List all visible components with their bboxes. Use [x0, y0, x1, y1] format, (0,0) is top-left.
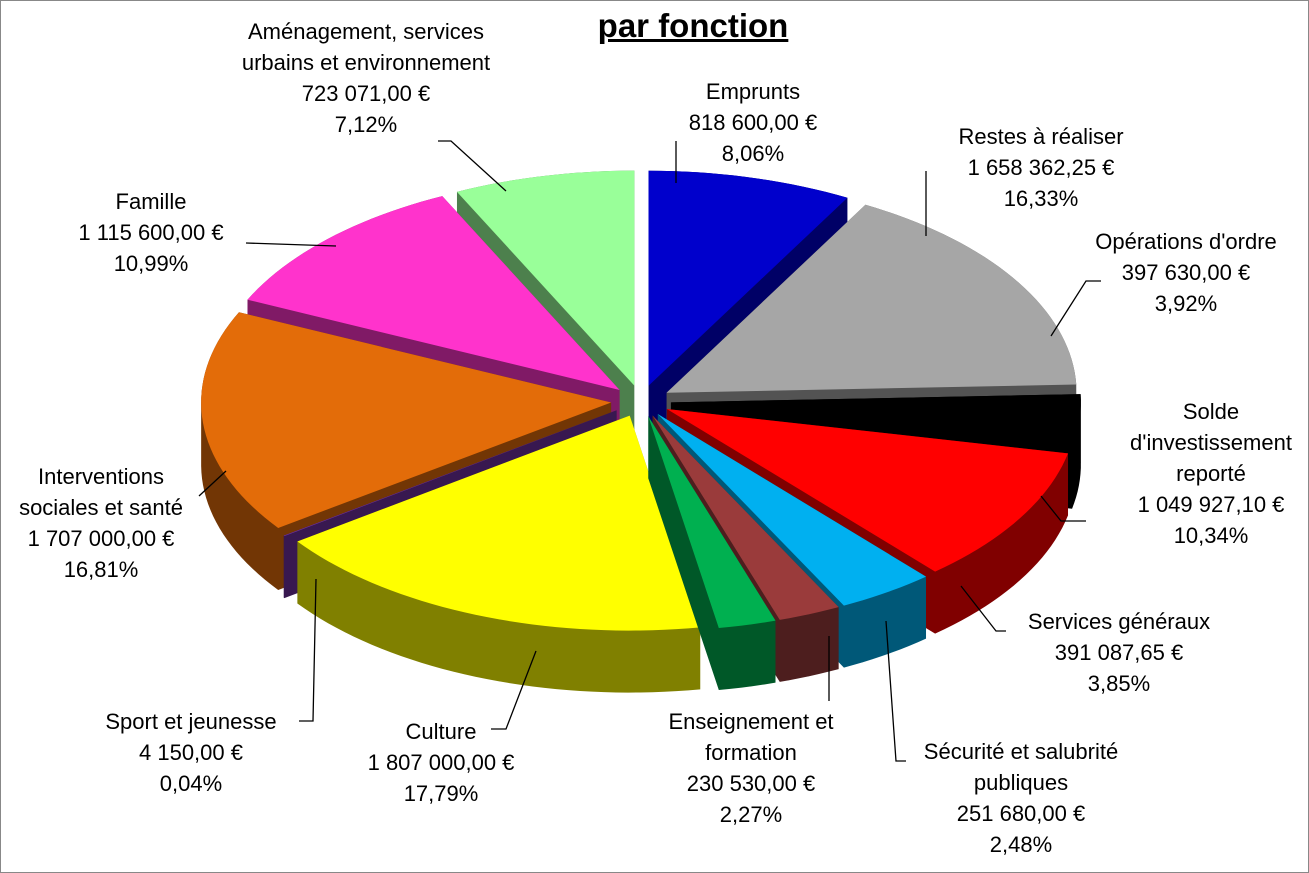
slice-percent: 2,48%	[989, 832, 1053, 857]
data-label: Enseignement et formation 230 530,00 € 2,2…	[641, 706, 861, 830]
data-label: Culture 1 807 000,00 € 17,79%	[331, 716, 551, 809]
slice-value: 818 600,00 €	[688, 110, 818, 135]
slice-percent: 2,27%	[719, 802, 783, 827]
data-label: Emprunts 818 600,00 € 8,06%	[643, 76, 863, 169]
slice-percent: 3,85%	[1087, 671, 1151, 696]
slice-value: 1 707 000,00 €	[27, 526, 175, 551]
slice	[456, 170, 635, 386]
slice	[666, 204, 1077, 393]
data-label: Interventions sociales et santé 1 707 000…	[11, 461, 191, 585]
data-label: Opérations d'ordre 397 630,00 € 3,92%	[1066, 226, 1306, 319]
data-label: Sport et jeunesse 4 150,00 € 0,04%	[71, 706, 311, 799]
slice-value: 397 630,00 €	[1121, 260, 1251, 285]
slice-value: 1 658 362,25 €	[967, 155, 1115, 180]
slice	[666, 408, 1069, 572]
data-label: Solde d'investissement reporté 1 049 927,…	[1111, 396, 1308, 551]
slice-percent: 10,99%	[113, 251, 189, 276]
slice	[657, 414, 927, 606]
slice-percent: 17,79%	[403, 781, 479, 806]
slice-value: 1 115 600,00 €	[78, 220, 224, 245]
leader-lines	[198, 140, 1101, 762]
chart-title: par fonction	[597, 7, 789, 44]
slice-percent: 7,12%	[334, 112, 398, 137]
slice-name: Famille	[115, 189, 187, 214]
slice	[670, 394, 1081, 447]
slice-name: Aménagement, services urbains et environ…	[241, 19, 491, 75]
slice	[652, 415, 839, 620]
slice	[201, 312, 612, 528]
slice	[247, 196, 620, 390]
slice-percent: 16,81%	[63, 557, 139, 582]
slice-name: Emprunts	[705, 79, 801, 104]
data-label: Aménagement, services urbains et environ…	[241, 16, 491, 140]
slice-name: Services généraux	[1027, 609, 1211, 634]
data-label: Restes à réaliser 1 658 362,25 € 16,33%	[921, 121, 1161, 214]
slice-name: Restes à réaliser	[958, 124, 1124, 149]
slice-name: Sport et jeunesse	[105, 709, 277, 734]
slice	[648, 416, 776, 629]
slice-value: 723 071,00 €	[301, 81, 431, 106]
slice-percent: 3,92%	[1154, 291, 1218, 316]
slice-value: 391 087,65 €	[1054, 640, 1184, 665]
slice-percent: 8,06%	[721, 141, 785, 166]
slice-value: 1 807 000,00 €	[367, 750, 515, 775]
data-label: Services généraux 391 087,65 € 3,85%	[999, 606, 1239, 699]
slice-name: Interventions sociales et santé	[19, 464, 183, 520]
slice-name: Culture	[405, 719, 477, 744]
slice-name: Enseignement et formation	[668, 709, 834, 765]
slice-value: 4 150,00 €	[139, 740, 243, 765]
data-label: Sécurité et salubrité publiques 251 680,0…	[901, 736, 1141, 860]
slice-percent: 16,33%	[1003, 186, 1079, 211]
slice-name: Opérations d'ordre	[1095, 229, 1277, 254]
data-label: Famille 1 115 600,00 € 10,99%	[31, 186, 271, 279]
slice-name: Sécurité et salubrité publiques	[923, 739, 1119, 795]
slice-value: 251 680,00 €	[956, 801, 1086, 826]
slice-percent: 10,34%	[1173, 523, 1249, 548]
slice-percent: 0,04%	[159, 771, 223, 796]
slice	[297, 415, 701, 631]
slice	[283, 410, 617, 537]
slice-value: 1 049 927,10 €	[1137, 492, 1285, 517]
slice	[648, 170, 848, 386]
slice-value: 230 530,00 €	[686, 771, 816, 796]
slice-name: Solde d'investissement reporté	[1130, 399, 1292, 486]
